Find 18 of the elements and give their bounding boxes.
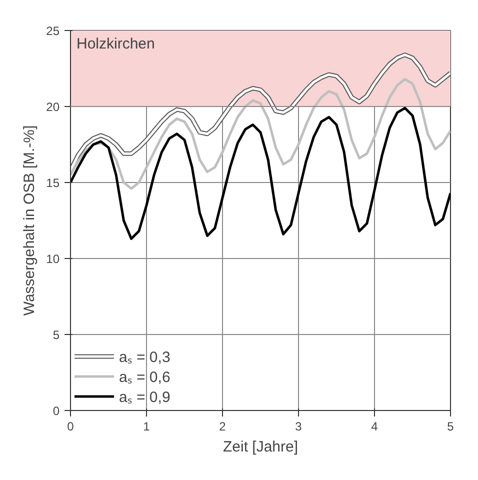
legend-label: aₛ = 0,9: [119, 388, 170, 406]
x-tick-label: 5: [447, 420, 454, 434]
legend-label: aₛ = 0,6: [119, 368, 170, 386]
y-tick-label: 20: [46, 100, 60, 114]
y-tick-label: 10: [46, 252, 60, 266]
y-tick-label: 0: [52, 404, 60, 418]
x-tick-label: 3: [295, 420, 302, 434]
y-tick-label: 15: [46, 176, 60, 190]
band-label: Holzkirchen: [76, 36, 155, 52]
x-axis-title: Zeit [Jahre]: [222, 438, 298, 456]
x-tick-label: 4: [371, 420, 378, 434]
y-axis-title: Wassergehalt in OSB [M.-%]: [21, 125, 38, 316]
y-tick-label: 25: [46, 24, 60, 38]
x-tick-label: 2: [219, 420, 226, 434]
legend-label: aₛ = 0,3: [119, 348, 170, 366]
y-tick-label: 5: [52, 328, 60, 342]
x-tick-label: 0: [67, 420, 74, 434]
x-tick-label: 1: [143, 420, 150, 434]
